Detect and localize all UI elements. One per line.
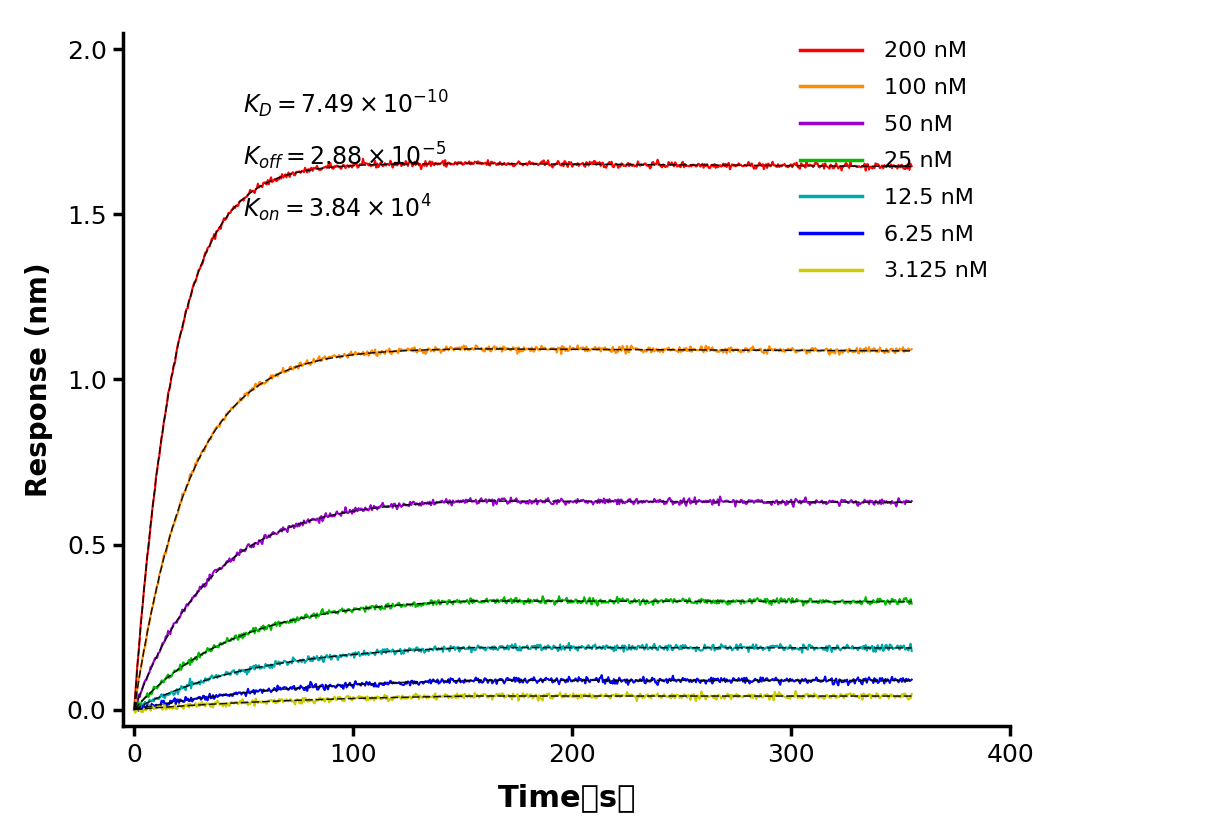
Text: $K_{off}\mathregular{=2.88\times10^{-5}}$: $K_{off}\mathregular{=2.88\times10^{-5}}… — [243, 140, 446, 172]
Text: $K_D\mathregular{=7.49\times10^{-10}}$: $K_D\mathregular{=7.49\times10^{-10}}$ — [243, 88, 448, 120]
Legend: 200 nM, 100 nM, 50 nM, 25 nM, 12.5 nM, 6.25 nM, 3.125 nM: 200 nM, 100 nM, 50 nM, 25 nM, 12.5 nM, 6… — [788, 31, 999, 293]
Text: $K_{on}\mathregular{=3.84\times10^{4}}$: $K_{on}\mathregular{=3.84\times10^{4}}$ — [243, 192, 431, 224]
Y-axis label: Response (nm): Response (nm) — [25, 262, 53, 497]
X-axis label: Time（s）: Time（s） — [498, 783, 636, 813]
